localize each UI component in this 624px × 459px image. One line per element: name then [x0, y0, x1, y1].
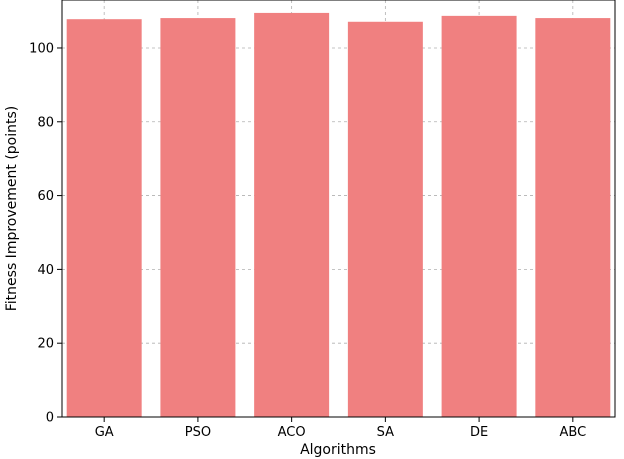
bar-sa [347, 21, 423, 418]
bar-aco [254, 12, 330, 418]
x-axis-label: Algorithms [300, 442, 376, 458]
grid-layer [62, 0, 615, 418]
bars-layer [66, 12, 611, 418]
y-tick-label: 60 [37, 189, 54, 204]
y-axis-label: Fitness Improvement (points) [4, 106, 20, 312]
y-tick-label: 0 [46, 411, 54, 426]
x-tick-label: PSO [185, 425, 211, 440]
bar-abc [535, 18, 611, 417]
y-tick-label: 100 [29, 41, 54, 56]
x-tick-label: ACO [278, 425, 306, 440]
y-tick-label: 20 [37, 337, 54, 352]
x-tick-label: ABC [559, 425, 586, 440]
x-tick-label: GA [95, 425, 114, 440]
bar-de [441, 15, 517, 418]
bar-ga [66, 19, 142, 417]
x-tick-label: SA [377, 425, 394, 440]
y-tick-label: 80 [37, 115, 54, 130]
y-tick-label: 40 [37, 263, 54, 278]
ticks-layer: 0 20 40 60 80 100 GA PSO ACO SA DE ABC [29, 41, 586, 440]
bar-pso [160, 18, 236, 417]
plot-frame [61, 0, 616, 418]
x-tick-label: DE [470, 425, 488, 440]
